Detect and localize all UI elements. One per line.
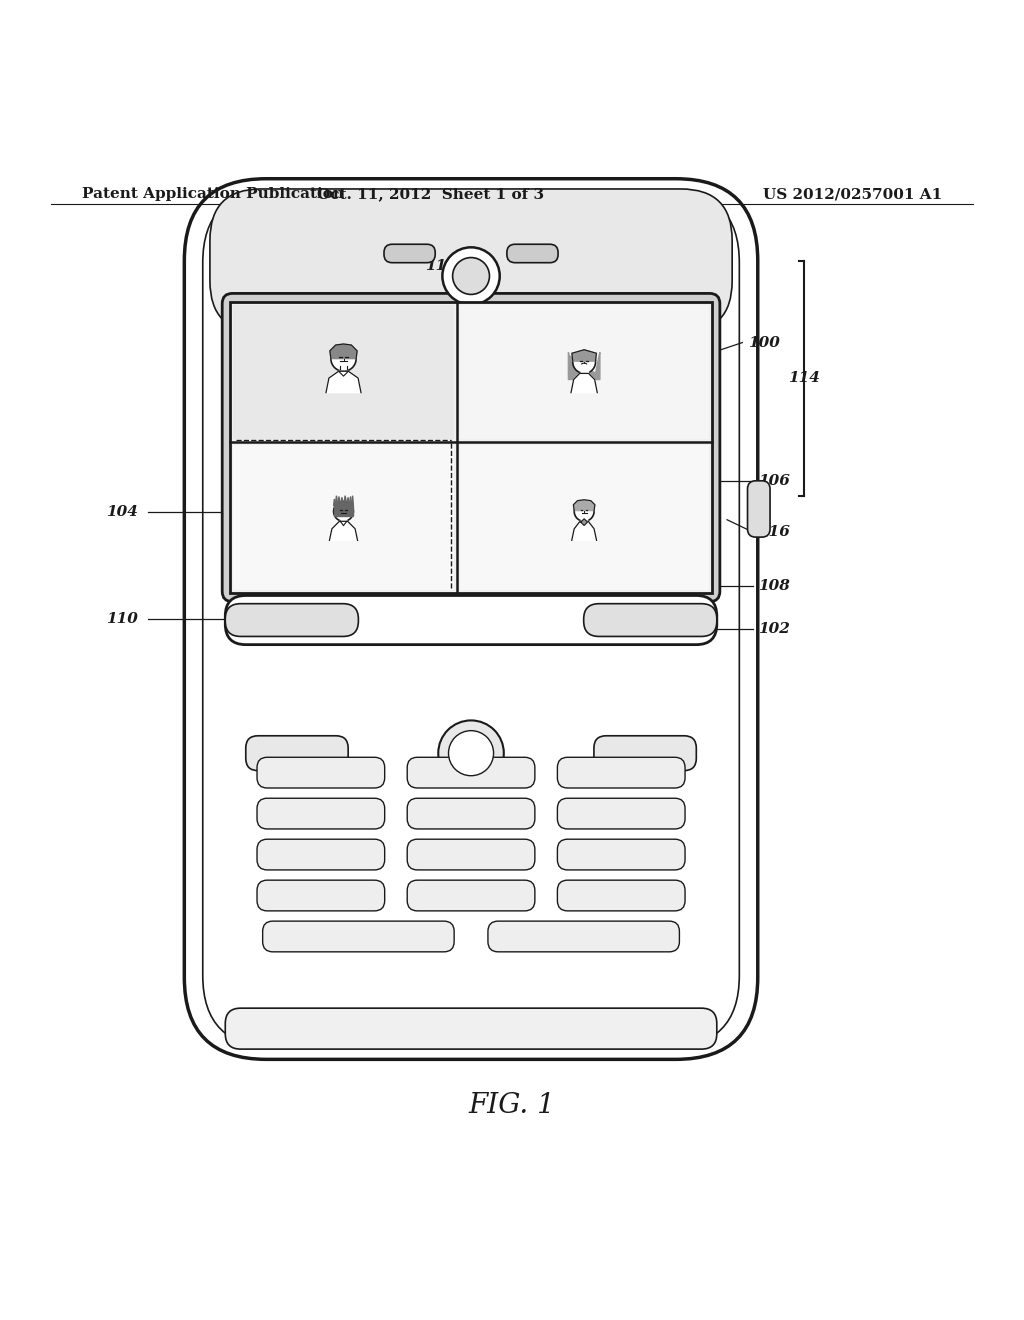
FancyBboxPatch shape (257, 758, 385, 788)
Polygon shape (335, 496, 338, 506)
Polygon shape (334, 499, 335, 506)
FancyBboxPatch shape (408, 880, 535, 911)
FancyBboxPatch shape (557, 880, 685, 911)
FancyBboxPatch shape (257, 799, 385, 829)
Polygon shape (326, 371, 361, 392)
Text: 114: 114 (788, 371, 820, 385)
Polygon shape (352, 496, 353, 506)
Circle shape (453, 257, 489, 294)
FancyBboxPatch shape (225, 1008, 717, 1049)
Text: 112: 112 (425, 259, 457, 273)
Polygon shape (573, 500, 595, 511)
Bar (460, 305, 709, 438)
Circle shape (449, 731, 494, 776)
Text: 110: 110 (106, 612, 138, 626)
FancyBboxPatch shape (257, 840, 385, 870)
Circle shape (442, 247, 500, 305)
Text: 100: 100 (748, 335, 779, 350)
Polygon shape (340, 498, 343, 506)
FancyBboxPatch shape (507, 244, 558, 263)
FancyBboxPatch shape (225, 603, 358, 636)
FancyBboxPatch shape (225, 595, 717, 644)
FancyBboxPatch shape (594, 735, 696, 771)
Polygon shape (581, 519, 588, 525)
FancyBboxPatch shape (408, 840, 535, 870)
FancyBboxPatch shape (257, 880, 385, 911)
FancyBboxPatch shape (222, 293, 720, 602)
FancyBboxPatch shape (384, 244, 435, 263)
Circle shape (572, 351, 596, 374)
Circle shape (331, 346, 356, 371)
Text: Oct. 11, 2012  Sheet 1 of 3: Oct. 11, 2012 Sheet 1 of 3 (316, 187, 544, 201)
FancyBboxPatch shape (584, 603, 717, 636)
FancyBboxPatch shape (408, 758, 535, 788)
Bar (230, 301, 712, 594)
Polygon shape (343, 496, 347, 506)
Text: 104: 104 (106, 504, 138, 519)
Polygon shape (338, 496, 340, 506)
FancyBboxPatch shape (262, 921, 455, 952)
Polygon shape (571, 350, 596, 362)
Circle shape (574, 502, 594, 521)
Text: 102: 102 (758, 622, 790, 636)
Text: Patent Application Publication: Patent Application Publication (82, 187, 344, 201)
FancyBboxPatch shape (748, 480, 770, 537)
Bar (233, 305, 454, 438)
Polygon shape (582, 517, 587, 521)
FancyBboxPatch shape (488, 921, 680, 952)
Circle shape (334, 502, 353, 521)
Polygon shape (334, 506, 353, 516)
FancyBboxPatch shape (557, 799, 685, 829)
FancyBboxPatch shape (246, 735, 348, 771)
FancyBboxPatch shape (210, 189, 732, 333)
Polygon shape (571, 374, 597, 392)
Bar (460, 445, 709, 590)
FancyBboxPatch shape (408, 799, 535, 829)
Bar (233, 445, 454, 590)
Polygon shape (581, 370, 588, 374)
Text: FIG. 1: FIG. 1 (469, 1092, 555, 1119)
FancyBboxPatch shape (184, 178, 758, 1060)
Polygon shape (330, 345, 357, 359)
Polygon shape (349, 496, 352, 506)
Circle shape (438, 721, 504, 785)
FancyBboxPatch shape (557, 840, 685, 870)
Text: 116: 116 (758, 525, 790, 539)
Polygon shape (341, 517, 346, 521)
FancyBboxPatch shape (557, 758, 685, 788)
Text: US 2012/0257001 A1: US 2012/0257001 A1 (763, 187, 942, 201)
Text: 108: 108 (758, 579, 790, 593)
Polygon shape (347, 498, 349, 506)
Polygon shape (571, 521, 597, 540)
Text: 106: 106 (758, 474, 790, 488)
Polygon shape (330, 521, 357, 540)
Polygon shape (568, 352, 600, 380)
